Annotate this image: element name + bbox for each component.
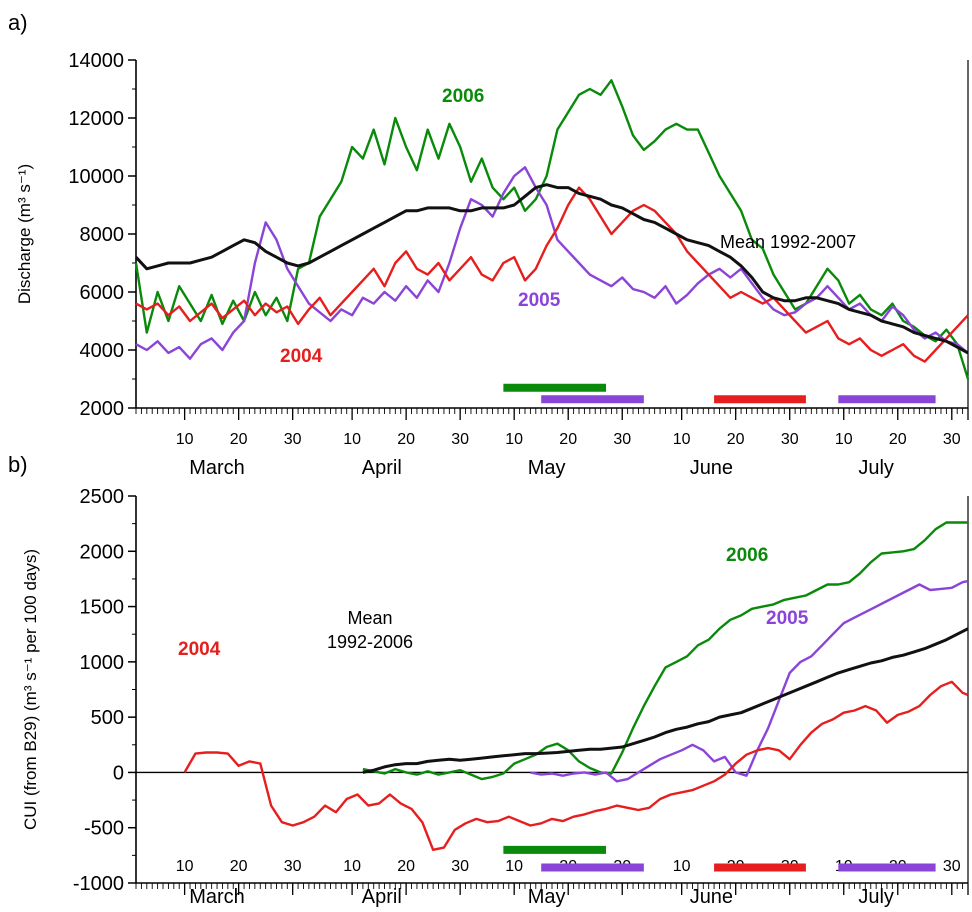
y-tick-label: 12000 <box>68 108 124 130</box>
x-month-label: April <box>362 886 402 908</box>
x-month-label: March <box>189 457 245 479</box>
x-month-label: May <box>528 457 566 479</box>
x-day-label: 30 <box>284 431 302 448</box>
x-day-label: 20 <box>397 431 415 448</box>
y-tick-label: 2000 <box>80 398 125 420</box>
x-month-label: July <box>858 886 894 908</box>
x-day-label: 10 <box>343 858 361 875</box>
series-label-line: Mean <box>347 608 392 628</box>
series-label: 2005 <box>518 290 561 311</box>
series-line-mean-1992-2006 <box>362 627 969 774</box>
series-label: 2006 <box>726 545 768 566</box>
x-day-label: 30 <box>451 431 469 448</box>
y-tick-label: -1000 <box>73 873 124 895</box>
series-line-2005 <box>530 579 969 783</box>
series-line-2006 <box>134 79 970 380</box>
series-line-mean-1992-2007 <box>134 183 969 355</box>
panel-a-letter: a) <box>8 10 28 35</box>
x-day-label: 20 <box>397 858 415 875</box>
x-day-label: 10 <box>505 858 523 875</box>
x-day-label: 30 <box>943 431 961 448</box>
x-day-label: 10 <box>343 431 361 448</box>
y-tick-label: 500 <box>91 707 124 729</box>
series-line-2005 <box>135 166 969 360</box>
panel-a-discharge-chart: a) 2000 4000 6000 8000 10000 12000 14000 10 20 30… <box>8 10 970 479</box>
x-day-label: 30 <box>284 858 302 875</box>
x-month-label: June <box>690 886 733 908</box>
y-tick-label: 2000 <box>80 541 125 563</box>
x-day-label: 10 <box>673 431 691 448</box>
x-day-label: 10 <box>835 431 853 448</box>
x-month-label: July <box>858 457 894 479</box>
series-label: 2004 <box>280 346 323 367</box>
y-tick-label: 14000 <box>68 50 124 72</box>
x-day-label: 10 <box>505 431 523 448</box>
x-day-label: 30 <box>943 858 961 875</box>
x-month-label: May <box>528 886 566 908</box>
x-day-label: 30 <box>613 431 631 448</box>
series-label: 2005 <box>766 608 809 629</box>
x-day-label: 20 <box>559 431 577 448</box>
x-day-label: 20 <box>230 858 248 875</box>
x-day-label: 10 <box>673 858 691 875</box>
series-label: 2006 <box>442 86 484 107</box>
panel-b-cui-chart: b) -1000 -500 0 500 1000 1500 2000 2500 10 20 30 Ma… <box>8 452 969 908</box>
y-tick-label: 6000 <box>80 282 125 304</box>
y-tick-label: 10000 <box>68 166 124 188</box>
panel-b-letter: b) <box>8 452 28 477</box>
series-label: 2004 <box>178 639 221 660</box>
y-tick-label: 1500 <box>80 597 125 619</box>
series-label-multiline: Mean 1992-2006 <box>327 608 413 652</box>
x-month-label: June <box>690 457 733 479</box>
series-line-2006 <box>362 521 968 781</box>
y-tick-label: 8000 <box>80 224 125 246</box>
y-tick-label: 4000 <box>80 340 125 362</box>
y-axis-title: CUI (from B29) (m³ s⁻¹ per 100 days) <box>21 549 40 830</box>
y-tick-label: -500 <box>84 818 124 840</box>
series-line-2004 <box>135 186 969 363</box>
y-tick-label: 2500 <box>80 486 125 508</box>
x-day-label: 20 <box>727 431 745 448</box>
x-day-label: 10 <box>176 858 194 875</box>
x-month-label: March <box>189 886 245 908</box>
x-day-label: 30 <box>781 431 799 448</box>
x-day-label: 20 <box>230 431 248 448</box>
series-line-2004 <box>183 680 969 851</box>
y-axis-title: Discharge (m³ s⁻¹) <box>15 164 34 304</box>
x-month-label: April <box>362 457 402 479</box>
series-label-line: 1992-2006 <box>327 632 413 652</box>
x-day-label: 20 <box>889 431 907 448</box>
y-tick-label: 1000 <box>80 652 125 674</box>
series-label: Mean 1992-2007 <box>720 232 856 252</box>
x-day-label: 30 <box>451 858 469 875</box>
y-tick-label: 0 <box>113 762 124 784</box>
x-day-label: 10 <box>176 431 194 448</box>
